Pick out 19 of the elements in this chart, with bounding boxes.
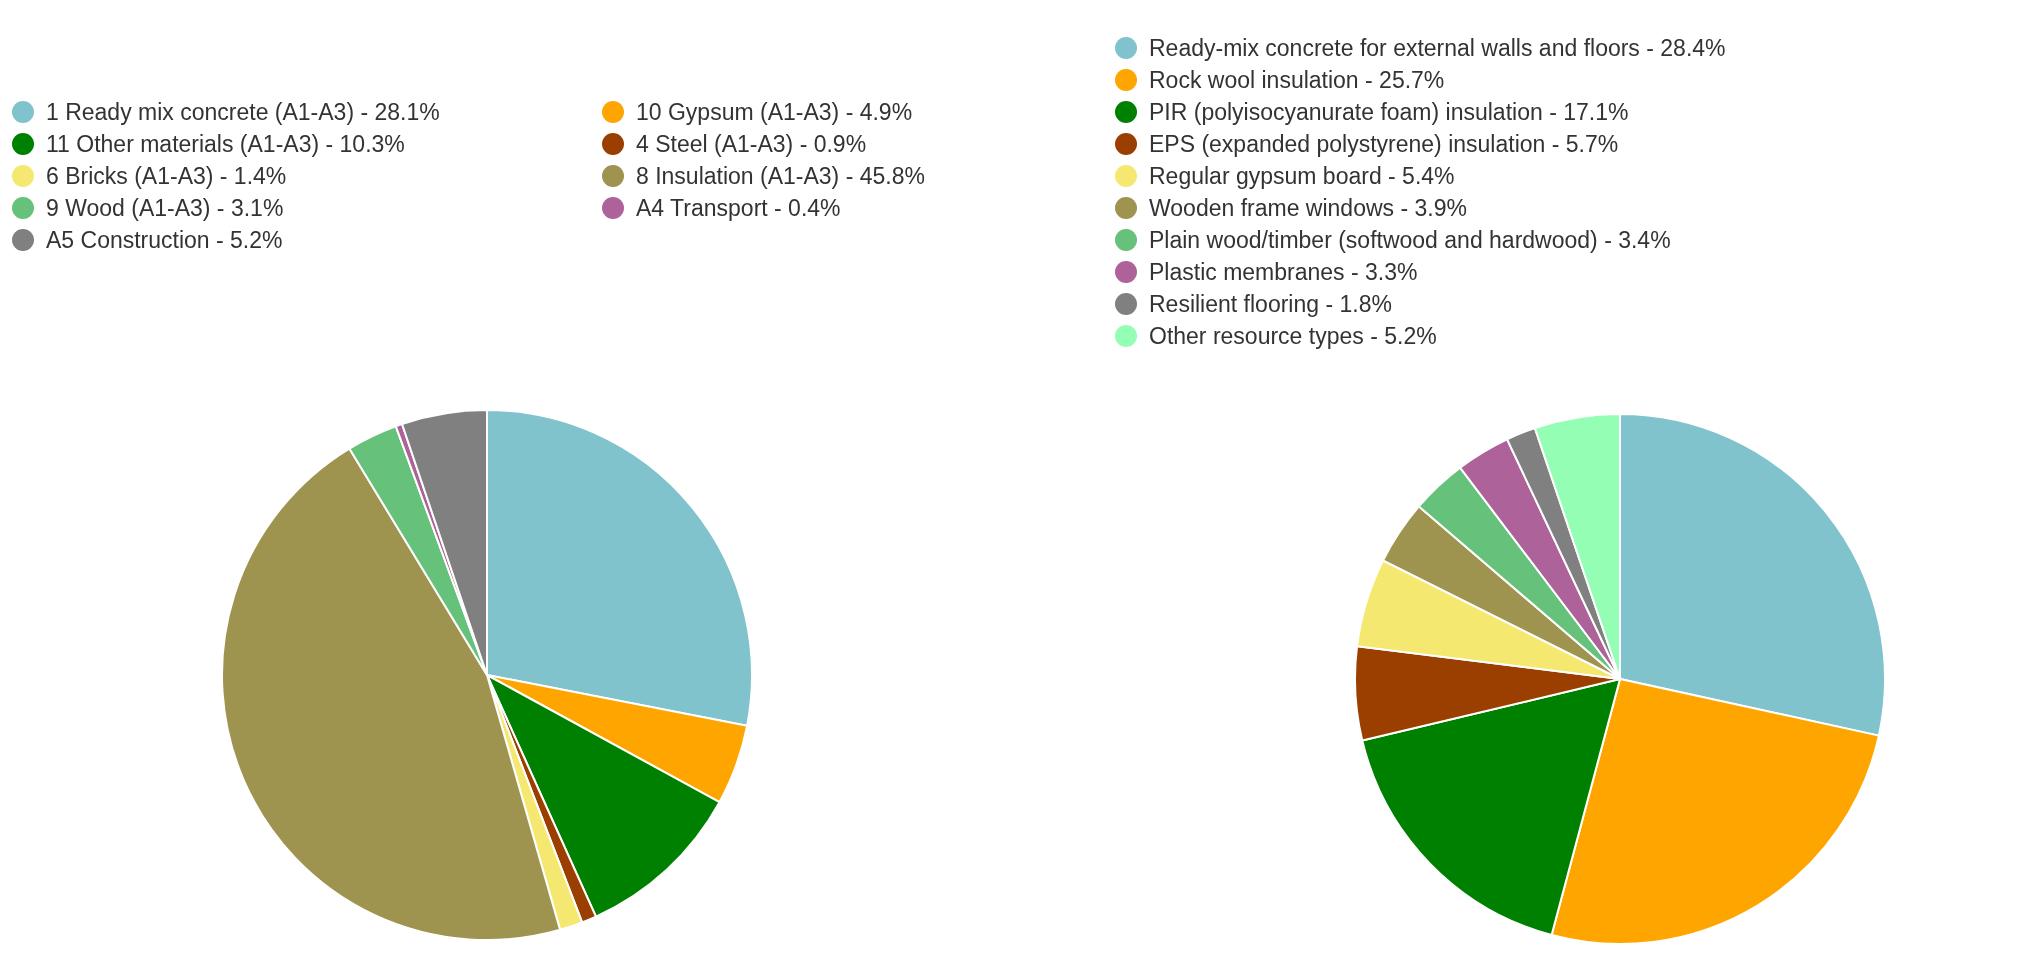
- legend-label: Other resource types - 5.2%: [1149, 322, 1437, 350]
- legend-label: 1 Ready mix concrete (A1-A3) - 28.1%: [46, 98, 440, 126]
- legend-label: Plastic membranes - 3.3%: [1149, 258, 1418, 286]
- legend-label: 11 Other materials (A1-A3) - 10.3%: [46, 130, 405, 158]
- legend-label: EPS (expanded polystyrene) insulation - 5.7%: [1149, 130, 1619, 158]
- legend-label: Plain wood/timber (softwood and hardwood) - 3.4%: [1149, 226, 1671, 254]
- legend-label: Resilient flooring - 1.8%: [1149, 290, 1392, 318]
- legend-label: Wooden frame windows - 3.9%: [1149, 194, 1467, 222]
- legend-label: A5 Construction - 5.2%: [46, 226, 283, 254]
- legend-label: 6 Bricks (A1-A3) - 1.4%: [46, 162, 287, 190]
- legend-label: Ready-mix concrete for external walls and floors - 28.4%: [1149, 34, 1726, 62]
- legend-label: PIR (polyisocyanurate foam) insulation - 17.1%: [1149, 98, 1629, 126]
- legend-label: 10 Gypsum (A1-A3) - 4.9%: [636, 98, 913, 126]
- legend-label: Regular gypsum board - 5.4%: [1149, 162, 1455, 190]
- legend-label: 9 Wood (A1-A3) - 3.1%: [46, 194, 284, 222]
- legend-label: Rock wool insulation - 25.7%: [1149, 66, 1445, 94]
- legend-label: A4 Transport - 0.4%: [636, 194, 841, 222]
- legend-label: 4 Steel (A1-A3) - 0.9%: [636, 130, 867, 158]
- legend-label: 8 Insulation (A1-A3) - 45.8%: [636, 162, 925, 190]
